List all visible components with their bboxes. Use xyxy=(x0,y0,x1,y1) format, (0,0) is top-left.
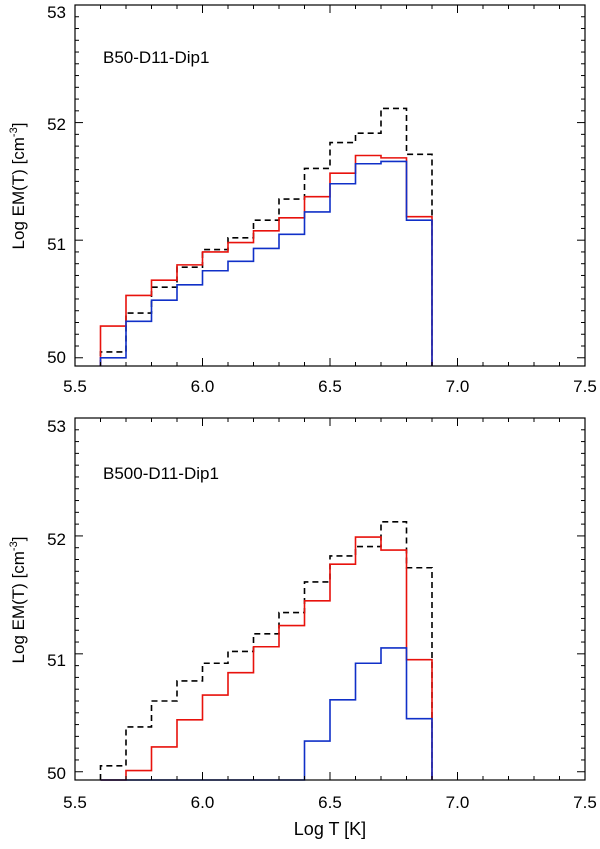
y-tick-label: 53 xyxy=(47,417,66,436)
panel-title: B500-D11-Dip1 xyxy=(103,464,219,483)
y-axis-label: Log EM(T) [cm-3] xyxy=(8,123,28,250)
y-tick-labels: 50 51 52 53 xyxy=(47,3,66,367)
x-tick-label: 7.0 xyxy=(446,377,470,396)
series-blue xyxy=(99,160,433,366)
x-tick-labels: 5.5 6.0 6.5 7.0 7.5 xyxy=(63,793,597,812)
x-tick-label: 6.0 xyxy=(191,377,215,396)
panel-title: B50-D11-Dip1 xyxy=(103,48,209,67)
y-tick-label: 51 xyxy=(47,651,66,670)
series-dashed xyxy=(99,520,433,780)
x-tick-labels: 5.5 6.0 6.5 7.0 7.5 xyxy=(63,377,597,396)
ticks-layer xyxy=(74,417,586,780)
x-tick-label: 5.5 xyxy=(63,377,87,396)
panel-bottom: B500-D11-Dip1 5.5 6.0 6.5 7.0 7.5 50 51 … xyxy=(8,417,597,839)
x-tick-label: 7.5 xyxy=(573,793,597,812)
y-tick-label: 50 xyxy=(47,348,66,367)
x-axis-label: Log T [K] xyxy=(294,819,366,839)
series-layer xyxy=(99,107,433,366)
series-red xyxy=(99,154,433,366)
ticks-layer xyxy=(74,4,586,366)
x-tick-label: 6.5 xyxy=(318,793,342,812)
y-tick-label: 53 xyxy=(47,3,66,22)
y-axis-label: Log EM(T) [cm-3] xyxy=(8,537,28,664)
y-tick-label: 52 xyxy=(47,115,66,134)
series-dashed xyxy=(99,107,433,366)
x-tick-label: 6.0 xyxy=(191,793,215,812)
x-tick-label: 7.0 xyxy=(446,793,470,812)
x-tick-label: 7.5 xyxy=(573,377,597,396)
y-tick-label: 51 xyxy=(47,235,66,254)
y-tick-labels: 50 51 52 53 xyxy=(47,417,66,783)
series-layer xyxy=(99,520,433,781)
x-tick-label: 5.5 xyxy=(63,793,87,812)
y-tick-label: 50 xyxy=(47,764,66,783)
panel-top: B50-D11-Dip1 5.5 6.0 6.5 7.0 7.5 50 51 5… xyxy=(8,3,597,396)
series-blue xyxy=(100,647,433,781)
x-tick-label: 6.5 xyxy=(318,377,342,396)
series-red xyxy=(100,536,433,781)
y-tick-label: 52 xyxy=(47,530,66,549)
